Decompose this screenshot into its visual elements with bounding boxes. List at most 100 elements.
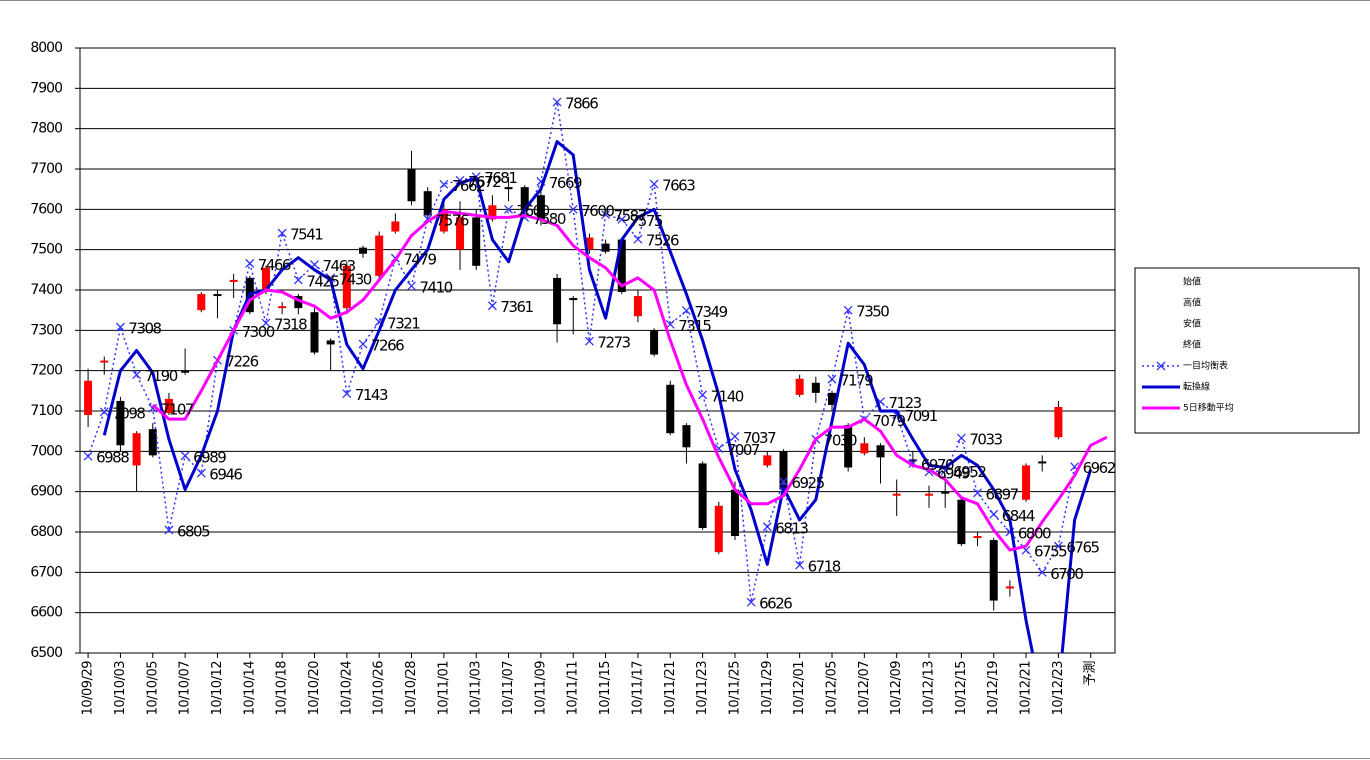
y-tick-label: 7800 — [30, 121, 62, 137]
candle-body — [601, 243, 610, 252]
value-label: 7123 — [889, 394, 922, 412]
x-tick-label: 10/12/01 — [792, 661, 807, 716]
y-tick-label: 7300 — [30, 322, 62, 338]
value-label: 6626 — [759, 595, 792, 613]
x-tick-label: 10/11/11 — [566, 661, 581, 716]
x-tick-label: 10/10/26 — [372, 661, 387, 716]
value-label: 7226 — [225, 353, 258, 371]
marker — [115, 322, 125, 332]
x-tick-label: 10/12/15 — [954, 661, 969, 716]
value-label: 7033 — [969, 431, 1002, 449]
candle-body — [585, 237, 594, 250]
marker — [795, 560, 805, 570]
candle-body — [957, 499, 966, 545]
marker — [843, 305, 853, 315]
x-tick-label: 10/11/25 — [727, 661, 742, 716]
candle-body — [569, 298, 578, 301]
marker — [180, 451, 190, 461]
y-tick-label: 6600 — [30, 605, 62, 621]
legend-label: 安値 — [1183, 318, 1201, 330]
x-tick-label: 10/11/29 — [760, 661, 775, 716]
value-label: 6952 — [953, 463, 986, 481]
legend-label: 高値 — [1183, 297, 1201, 309]
marker — [989, 509, 999, 519]
marker — [681, 306, 691, 316]
value-label: 7669 — [549, 174, 582, 192]
candle-body — [116, 400, 125, 446]
candle-body — [164, 398, 173, 414]
candle-body — [310, 312, 319, 353]
marker — [617, 214, 627, 224]
x-tick-label: 10/12/05 — [824, 661, 839, 716]
candle-body — [617, 239, 626, 293]
candle-body — [941, 491, 950, 494]
x-tick-label: 10/12/23 — [1051, 661, 1066, 716]
marker — [633, 234, 643, 244]
value-label: 7600 — [581, 202, 614, 220]
value-label: 7079 — [872, 412, 905, 430]
candle-body — [553, 277, 562, 325]
candle-body — [439, 209, 448, 232]
marker — [956, 433, 966, 443]
value-label: 7479 — [403, 251, 436, 269]
value-label: 6765 — [1066, 539, 1099, 557]
value-label: 7190 — [145, 367, 178, 385]
value-label: 7179 — [840, 372, 873, 390]
value-label: 6813 — [775, 519, 808, 537]
marker — [293, 275, 303, 285]
value-label: 7273 — [597, 334, 630, 352]
candle-body — [423, 191, 432, 216]
candle-body — [925, 493, 934, 496]
y-tick-label: 7200 — [30, 363, 62, 379]
x-tick-label: 10/11/09 — [533, 661, 548, 716]
value-label: 7681 — [484, 169, 517, 187]
value-label: 7350 — [856, 303, 889, 321]
marker — [762, 522, 772, 532]
x-tick-label: 10/11/07 — [501, 661, 516, 716]
value-label: 7300 — [242, 323, 275, 341]
line-1 — [102, 140, 1093, 653]
x-tick-label: 10/11/15 — [598, 661, 613, 716]
x-tick-label: 10/10/12 — [210, 661, 225, 715]
marker — [83, 451, 93, 461]
y-tick-label: 6800 — [30, 524, 62, 540]
marker — [196, 468, 206, 478]
y-tick-label: 6700 — [30, 564, 62, 580]
value-label: 6805 — [177, 522, 210, 540]
x-tick-label: 10/11/21 — [663, 661, 678, 716]
value-label: 7091 — [905, 407, 938, 425]
x-tick-label: 10/09/29 — [81, 661, 96, 716]
value-label: 7580 — [533, 210, 566, 228]
marker — [601, 210, 611, 220]
x-tick-label: 10/10/14 — [242, 661, 257, 716]
candle-body — [294, 296, 303, 309]
candle-body — [1022, 465, 1031, 500]
candle-body — [876, 445, 885, 458]
value-label: 7349 — [694, 303, 727, 321]
value-label: 7541 — [290, 226, 323, 244]
marker — [504, 204, 514, 214]
candle-body — [472, 217, 481, 266]
marker — [164, 525, 174, 535]
y-tick-label: 7100 — [30, 403, 62, 419]
value-label: 7662 — [452, 177, 485, 195]
marker — [132, 370, 142, 380]
candle-body — [84, 380, 93, 416]
candle-body — [763, 455, 772, 466]
y-tick-label: 7600 — [30, 201, 62, 217]
candle-body — [148, 429, 157, 456]
line-0 — [87, 101, 1076, 603]
candle-body — [100, 360, 109, 363]
candle-body — [650, 330, 659, 355]
value-label: 7315 — [678, 317, 711, 335]
value-label: 7321 — [387, 314, 420, 332]
marker — [730, 431, 740, 441]
candle-body — [520, 187, 529, 210]
x-tick-label: 10/12/09 — [889, 661, 904, 716]
value-label: 6897 — [986, 485, 1019, 503]
value-label: 6962 — [1083, 459, 1116, 477]
x-tick-label: 10/10/20 — [307, 661, 322, 716]
value-label: 6844 — [1002, 507, 1035, 525]
value-label: 7425 — [306, 272, 339, 290]
candle-body — [860, 443, 869, 454]
